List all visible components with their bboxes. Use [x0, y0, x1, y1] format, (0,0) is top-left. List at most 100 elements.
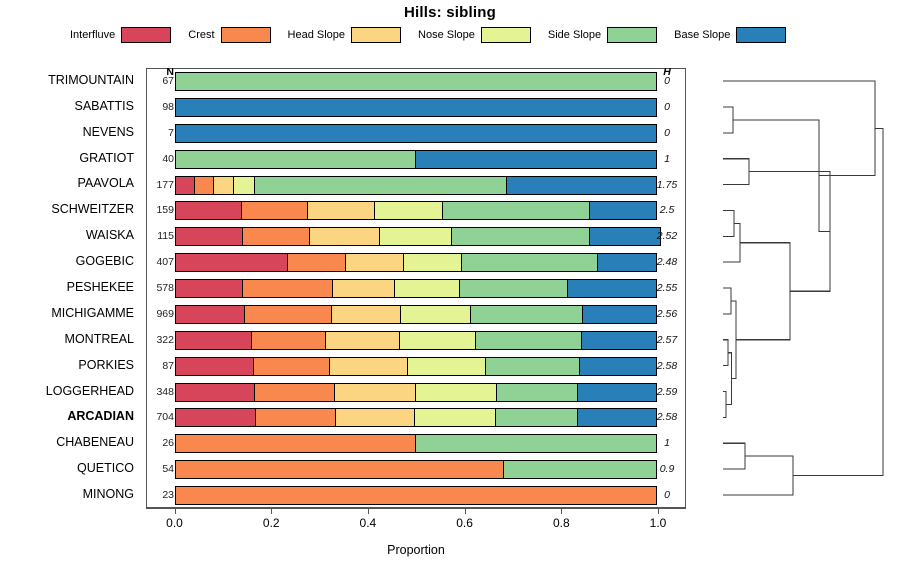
stacked-bar — [174, 304, 657, 324]
bar-segment — [175, 487, 656, 505]
chart-row: 23 0 — [146, 482, 686, 508]
bar-segment — [175, 280, 243, 298]
bar-segment — [254, 383, 335, 401]
legend: Interfluve Crest Head Slope Nose Slope Side … — [70, 26, 787, 44]
bar-segment — [577, 383, 656, 401]
category-label: GOGEBIC — [75, 254, 134, 269]
stacked-bar — [174, 253, 657, 273]
bar-segment — [175, 98, 656, 116]
row-h-value: 0 — [664, 489, 670, 502]
category-label: PESHEKEE — [66, 280, 134, 294]
bar-segment — [452, 228, 590, 246]
bar-segment — [414, 409, 496, 427]
row-n-value: 159 — [156, 204, 174, 217]
chart-row: 26 1 — [146, 430, 686, 456]
category-axis-labels: TRIMOUNTAIN SABATTIS NEVENS GRATIOT PAAVOLA S… — [0, 68, 142, 508]
legend-swatch — [351, 27, 402, 43]
bar-segment — [214, 176, 235, 194]
x-axis: 0.0 0.2 0.4 0.6 0.8 1.0 — [146, 508, 686, 538]
row-n-value: 704 — [156, 411, 174, 424]
x-axis-tick — [658, 508, 659, 514]
row-n-value: 40 — [162, 152, 174, 165]
chart-row: 67 0 — [146, 68, 686, 94]
x-axis-tick-label: 0.0 — [166, 516, 183, 530]
bar-segment — [234, 176, 255, 194]
legend-item: Side Slope — [547, 27, 658, 43]
chart-row: 704 2.58 — [146, 404, 686, 430]
row-n-value: 322 — [156, 333, 174, 346]
bar-segment — [309, 228, 380, 246]
stacked-bar — [174, 408, 657, 428]
row-h-value: 2.5 — [659, 204, 675, 217]
chart-row: 98 0 — [146, 94, 686, 120]
bar-segment — [331, 305, 402, 323]
legend-label: Side Slope — [547, 29, 602, 41]
bar-segment — [506, 176, 656, 194]
bar-segment — [582, 331, 656, 349]
bar-segment — [287, 254, 346, 272]
stacked-bar — [174, 460, 657, 480]
bar-segment — [404, 254, 462, 272]
row-h-value: 0.9 — [659, 463, 675, 476]
stacked-bar — [174, 201, 657, 221]
bar-segment — [567, 280, 656, 298]
category-label: GRATIOT — [79, 150, 134, 165]
row-n-value: 7 — [168, 126, 174, 139]
category-label: PORKIES — [78, 357, 134, 372]
bar-segment — [475, 331, 583, 349]
row-n-value: 177 — [156, 178, 174, 191]
legend-swatch — [480, 27, 531, 43]
row-n-value: 87 — [162, 359, 174, 372]
x-axis-tick-label: 1.0 — [649, 516, 667, 530]
bar-segment — [308, 202, 376, 220]
bar-segment — [395, 280, 461, 298]
category-label: CHABENEAU — [56, 435, 134, 450]
category-label: MINONG — [82, 487, 134, 502]
x-axis-tick — [174, 508, 176, 514]
row-h-value: 2.57 — [656, 333, 678, 346]
legend-label: Nose Slope — [418, 29, 475, 41]
x-axis-title: Proportion — [387, 543, 445, 557]
chart-row: 348 2.59 — [146, 379, 686, 405]
bar-segment — [175, 461, 505, 479]
category-label: NEVENS — [82, 124, 134, 139]
row-n-value: 115 — [157, 230, 174, 243]
row-n-value: 578 — [156, 282, 174, 295]
bar-segment — [333, 280, 396, 298]
row-h-value: 2.58 — [656, 359, 678, 372]
bar-segment — [598, 254, 656, 272]
x-axis-tick-label: 0.2 — [262, 516, 280, 530]
bar-segment — [175, 254, 288, 272]
bar-segment — [175, 409, 256, 427]
stacked-bar — [174, 72, 657, 91]
bar-segment — [589, 228, 661, 246]
bar-segment — [485, 357, 580, 375]
bar-segment — [242, 202, 309, 220]
x-axis-tick-label: 0.4 — [359, 516, 377, 530]
stacked-bar — [174, 149, 657, 169]
chart-row: 407 2.48 — [146, 249, 686, 275]
bar-segment — [175, 383, 255, 401]
legend-swatch — [220, 27, 271, 43]
bar-segment — [336, 409, 415, 427]
stacked-bar — [174, 175, 657, 195]
bar-segment — [254, 176, 507, 194]
legend-label: Base Slope — [674, 29, 731, 41]
bar-segment — [579, 357, 656, 375]
legend-item: Crest — [188, 27, 271, 43]
bar-segment — [175, 435, 417, 453]
category-label: TRIMOUNTAIN — [48, 72, 134, 87]
row-h-value: 2.58 — [656, 411, 678, 424]
legend-item: Nose Slope — [418, 27, 531, 43]
n-column-header: N — [166, 66, 174, 78]
legend-item: Interfluve — [70, 27, 172, 43]
category-label: PAAVOLA — [77, 176, 134, 191]
row-n-value: 26 — [162, 437, 174, 450]
row-h-value: 2.52 — [656, 230, 678, 243]
legend-label: Interfluve — [70, 29, 116, 41]
chart-row: 40 1 — [146, 146, 686, 172]
stacked-bar — [174, 123, 657, 143]
bar-segment — [399, 331, 476, 349]
stacked-bar — [174, 227, 662, 247]
legend-item: Head Slope — [288, 27, 402, 43]
